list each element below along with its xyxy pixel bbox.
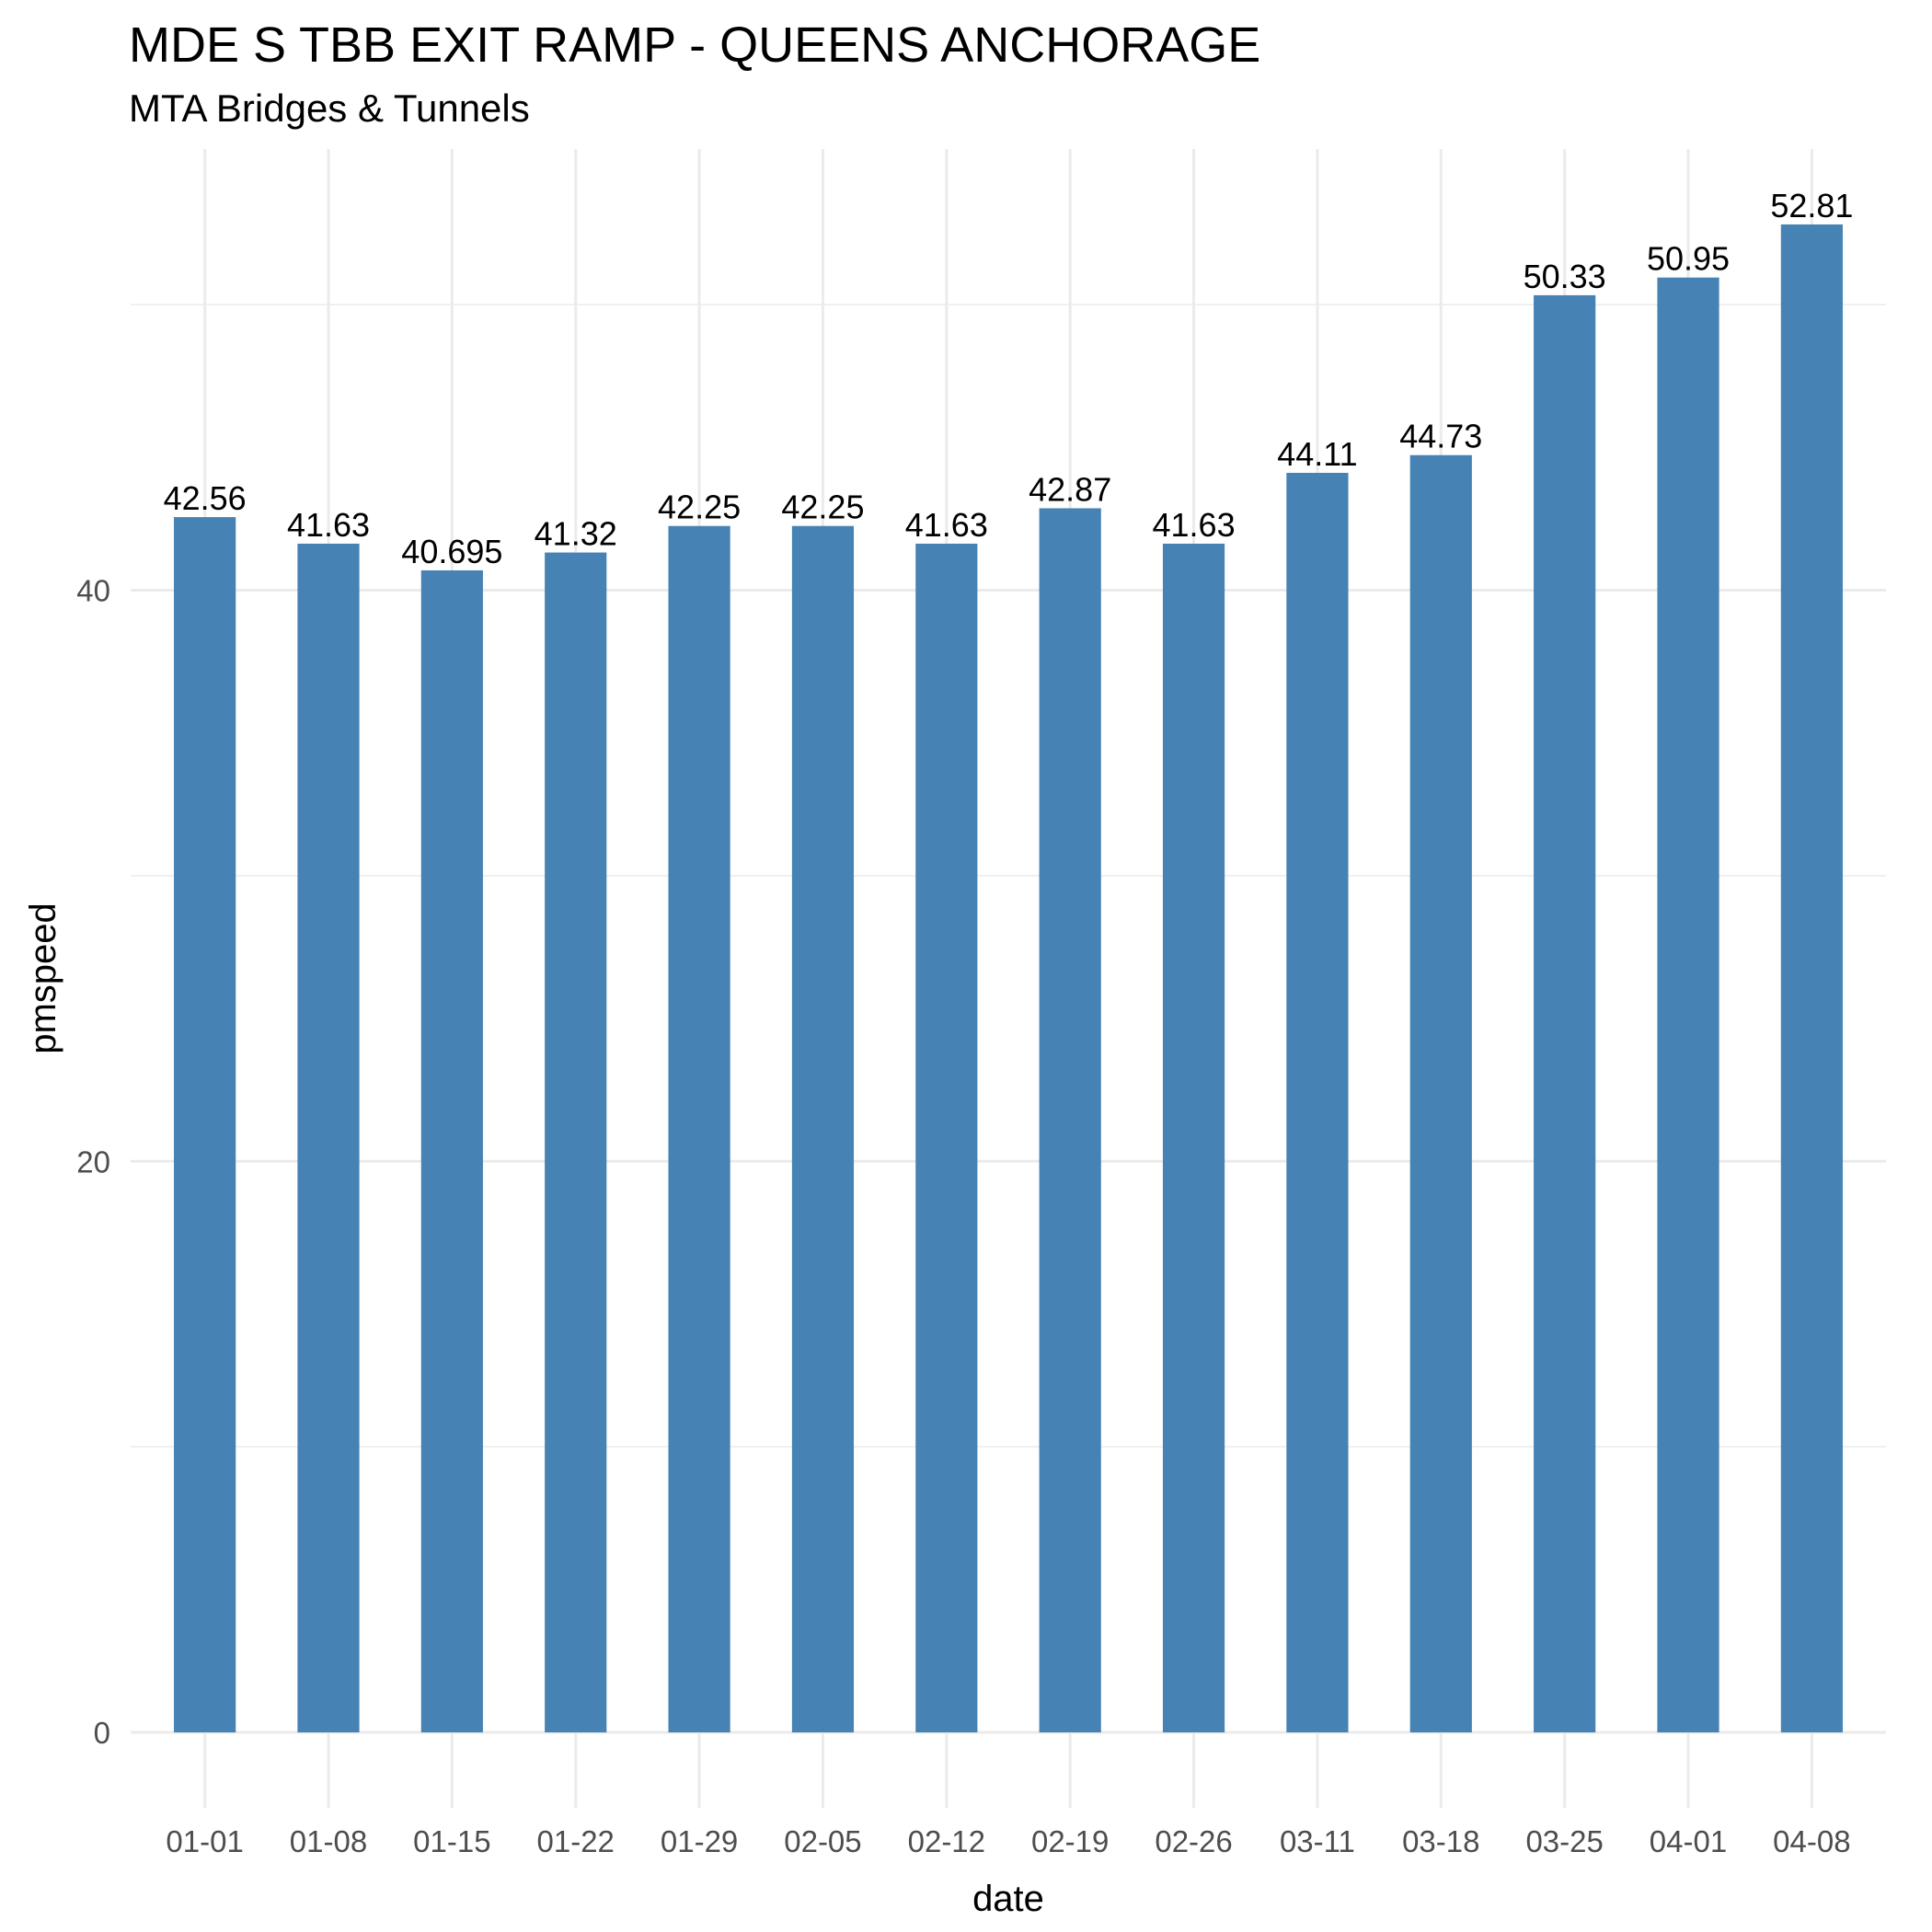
bar-value-label: 52.81 (1770, 187, 1853, 224)
bar-value-label: 42.25 (658, 489, 741, 526)
bar (174, 517, 236, 1733)
x-tick-label: 04-01 (1650, 1824, 1727, 1858)
bars (174, 224, 1843, 1733)
x-tick-label: 02-05 (784, 1824, 861, 1858)
x-tick-label: 04-08 (1773, 1824, 1850, 1858)
gridlines (131, 149, 1886, 1808)
bar (545, 552, 607, 1733)
bar-value-label: 42.56 (164, 479, 247, 517)
x-tick-label: 02-26 (1155, 1824, 1232, 1858)
bar (668, 525, 730, 1733)
bar (915, 543, 978, 1733)
bar-value-label: 41.32 (535, 515, 617, 553)
bar (1286, 472, 1349, 1733)
bar-value-label: 41.63 (905, 506, 988, 544)
y-axis-title: pmspeed (23, 903, 63, 1054)
bar (1409, 454, 1472, 1733)
bar-value-label: 50.95 (1647, 240, 1730, 278)
bar-value-label: 41.63 (287, 506, 370, 544)
x-tick-label: 02-12 (908, 1824, 985, 1858)
bar (1039, 508, 1101, 1733)
bar (420, 569, 483, 1733)
x-tick-label: 03-11 (1280, 1824, 1355, 1858)
bar (1534, 294, 1596, 1733)
bar-value-label: 42.87 (1029, 470, 1111, 508)
bar-value-label: 42.25 (781, 489, 864, 526)
axes: date pmspeed 0 20 40 01-01 01-08 01-15 01-22 01… (23, 574, 1851, 1919)
bar (1780, 224, 1843, 1733)
x-tick-label: 01-29 (661, 1824, 738, 1858)
bar-value-label: 41.63 (1153, 506, 1236, 544)
bar (1162, 543, 1225, 1733)
chart-title: MDE S TBB EXIT RAMP - QUEENS ANCHORAGE (129, 17, 1261, 73)
x-tick-label: 01-08 (290, 1824, 367, 1858)
bar (1657, 277, 1719, 1733)
bar-value-label: 40.695 (401, 533, 502, 570)
bar (297, 543, 360, 1733)
x-axis-title: date (972, 1879, 1044, 1919)
bar (791, 525, 855, 1733)
x-tick-label: 01-22 (537, 1824, 615, 1858)
bar-value-label: 44.11 (1277, 435, 1357, 473)
x-tick-label: 02-19 (1031, 1824, 1109, 1858)
bar-value-label: 50.33 (1524, 258, 1606, 295)
x-tick-label: 01-15 (413, 1824, 490, 1858)
chart-subtitle: MTA Bridges & Tunnels (129, 86, 530, 130)
data-labels: 42.56 41.63 40.695 41.32 42.25 42.25 41.63 42.8… (164, 187, 1854, 570)
x-tick-label: 03-18 (1402, 1824, 1479, 1858)
x-tick-label: 03-25 (1525, 1824, 1603, 1858)
x-tick-label: 01-01 (166, 1824, 243, 1858)
y-tick-label: 40 (76, 574, 110, 608)
y-tick-label: 0 (94, 1716, 110, 1750)
bar-value-label: 44.73 (1399, 418, 1482, 455)
y-tick-label: 20 (76, 1144, 110, 1179)
